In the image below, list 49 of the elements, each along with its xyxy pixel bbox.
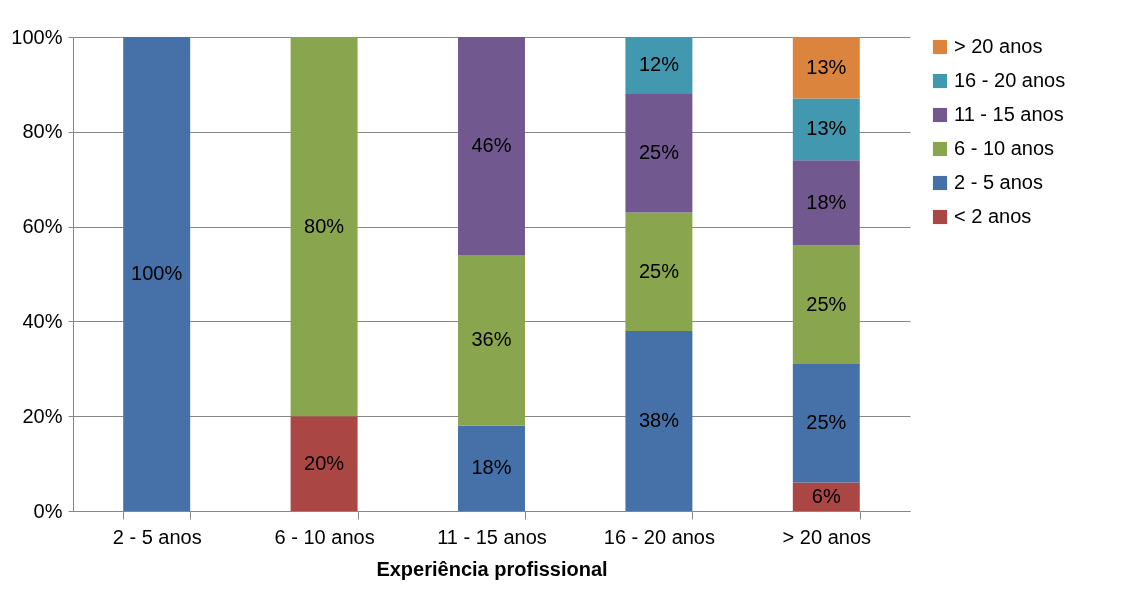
bar: [458, 255, 525, 426]
data-label: 12%: [638, 53, 680, 76]
data-label: 100%: [131, 262, 183, 284]
x-axis-title: Experiência profissional: [376, 557, 608, 580]
bar: [792, 160, 860, 246]
x-tick-label: > 20 anos: [782, 525, 872, 548]
x-tick-label: 16 - 20 anos: [603, 525, 715, 548]
data-label: 18%: [806, 190, 847, 213]
legend-label: 2 - 5 anos: [954, 171, 1043, 193]
data-label: 46%: [471, 134, 512, 157]
legend-label: 6 - 10 anos: [954, 137, 1055, 159]
x-tick-label: 6 - 10 anos: [274, 525, 375, 548]
x-tick-label: 11 - 15 anos: [437, 525, 547, 548]
data-label: 36%: [471, 328, 512, 351]
bar: [123, 37, 191, 511]
x-tick-label: 2 - 5 anos: [112, 525, 202, 548]
data-label: 80%: [304, 214, 345, 237]
data-label: 6%: [811, 484, 841, 507]
data-label: 18%: [471, 456, 512, 479]
y-tick-label: 20%: [22, 404, 63, 427]
legend-label: > 20 anos: [954, 35, 1043, 57]
legend-label: < 2 anos: [954, 205, 1032, 227]
bar: [625, 330, 693, 511]
data-label: 25%: [638, 141, 680, 164]
data-label: 20%: [304, 451, 345, 474]
bar: [290, 37, 358, 417]
data-label: 38%: [638, 408, 680, 431]
legend-label: 16 - 20 anos: [954, 69, 1066, 91]
y-tick-label: 100%: [11, 25, 63, 48]
bar: [792, 364, 860, 483]
data-label: 13%: [806, 117, 847, 140]
bar: [625, 93, 693, 213]
bar: [625, 212, 693, 331]
bar: [792, 245, 860, 365]
bar: [792, 37, 860, 99]
legend-label: 11 - 15 anos: [954, 103, 1064, 125]
data-label: 13%: [806, 55, 847, 78]
y-tick-label: 60%: [22, 215, 63, 238]
y-tick-label: 80%: [22, 120, 63, 143]
data-label: 25%: [638, 259, 680, 282]
bar: [458, 37, 525, 256]
bar: [458, 425, 525, 511]
data-label: 25%: [806, 411, 847, 434]
y-tick-label: 40%: [22, 309, 63, 332]
bar: [625, 37, 693, 94]
data-label: 25%: [806, 292, 847, 315]
y-tick-label: 0%: [33, 499, 63, 522]
bar: [792, 98, 860, 161]
bar: [290, 416, 358, 511]
